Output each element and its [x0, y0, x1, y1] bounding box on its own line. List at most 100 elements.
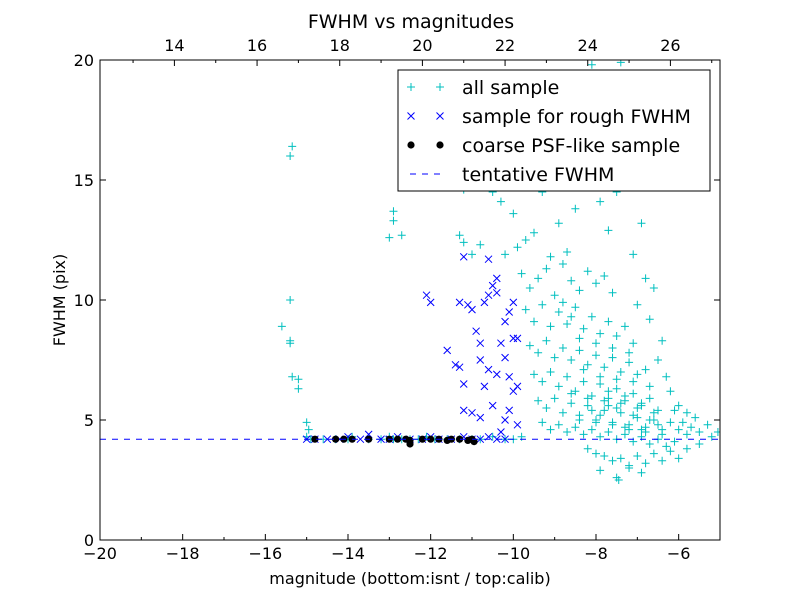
- point-all-sample-105: [616, 368, 625, 376]
- point-all-sample-96: [542, 336, 551, 345]
- top-x-tick-label: 22: [495, 36, 515, 55]
- point-all-sample-183: [695, 428, 704, 436]
- point-coarse-psf-like-sample-10: [418, 435, 426, 443]
- point-all-sample-202: [608, 344, 617, 352]
- point-all-sample-162: [608, 456, 617, 465]
- point-all-sample-159: [583, 444, 592, 453]
- point-sample-for-rough-fwhm-17: [476, 435, 485, 444]
- point-all-sample-114: [571, 387, 580, 396]
- top-x-tick-label: 24: [578, 36, 598, 55]
- point-sample-for-rough-fwhm-55: [513, 382, 522, 391]
- point-all-sample-218: [625, 425, 634, 434]
- point-all-sample-9: [302, 418, 311, 427]
- top-x-tick-label: 26: [660, 36, 680, 55]
- point-all-sample-147: [579, 430, 588, 439]
- point-all-sample-62: [629, 250, 638, 259]
- point-all-sample-149: [596, 432, 605, 441]
- point-coarse-psf-like-sample-9: [406, 436, 414, 444]
- legend-box: [397, 69, 711, 192]
- point-sample-for-rough-fwhm-56: [492, 370, 501, 379]
- point-all-sample-42: [476, 240, 485, 249]
- point-all-sample-131: [583, 401, 592, 410]
- point-all-sample-113: [563, 372, 572, 381]
- point-all-sample-214: [649, 408, 658, 417]
- point-all-sample-222: [620, 392, 629, 400]
- point-all-sample-224: [612, 404, 621, 412]
- point-sample-for-rough-fwhm-60: [492, 288, 501, 297]
- legend-swatch: [407, 83, 415, 91]
- y-tick-label: 15: [74, 171, 94, 190]
- point-all-sample-152: [620, 430, 629, 439]
- point-all-sample-6: [288, 372, 297, 381]
- point-all-sample-37: [397, 231, 406, 240]
- legend: all sample sample for rough FWHM coarse PS…: [397, 69, 711, 192]
- point-all-sample-185: [707, 432, 716, 441]
- point-all-sample-35: [389, 207, 398, 216]
- point-all-sample-86: [571, 303, 580, 312]
- point-sample-for-rough-fwhm-5: [356, 435, 365, 444]
- point-sample-for-rough-fwhm-36: [480, 382, 489, 391]
- point-all-sample-95: [534, 348, 543, 357]
- point-sample-for-rough-fwhm-57: [484, 291, 493, 300]
- point-all-sample-142: [538, 418, 547, 427]
- point-all-sample-100: [575, 346, 584, 355]
- x-tick-label: −18: [166, 544, 200, 563]
- point-all-sample-8: [294, 384, 303, 393]
- legend-label: sample for rough FWHM: [462, 106, 691, 128]
- point-all-sample-165: [633, 452, 642, 460]
- point-all-sample-158: [670, 437, 679, 446]
- point-all-sample-41: [468, 250, 476, 259]
- point-all-sample-143: [546, 425, 555, 434]
- point-all-sample-82: [538, 300, 547, 309]
- point-sample-for-rough-fwhm-25: [455, 298, 464, 307]
- point-all-sample-204: [579, 365, 588, 374]
- point-all-sample-44: [496, 197, 505, 206]
- point-all-sample-128: [558, 408, 567, 417]
- point-all-sample-30: [488, 432, 497, 441]
- y-tick-label: 5: [84, 411, 94, 430]
- point-all-sample-133: [600, 406, 609, 415]
- point-all-sample-5: [286, 152, 295, 160]
- top-x-tick-label: 20: [412, 36, 432, 55]
- point-all-sample-217: [608, 420, 617, 429]
- point-all-sample-181: [687, 423, 696, 432]
- point-all-sample-72: [550, 291, 559, 300]
- point-all-sample-157: [662, 442, 671, 451]
- point-sample-for-rough-fwhm-20: [501, 435, 509, 444]
- point-all-sample-172: [695, 440, 704, 448]
- point-all-sample-226: [645, 416, 654, 424]
- point-all-sample-220: [658, 430, 667, 439]
- point-all-sample-58: [596, 197, 605, 206]
- point-all-sample-178: [674, 425, 683, 434]
- point-all-sample-111: [546, 368, 555, 376]
- point-sample-for-rough-fwhm-49: [497, 428, 505, 436]
- point-all-sample-119: [612, 384, 621, 393]
- point-all-sample-212: [616, 399, 625, 408]
- point-all-sample-99: [567, 356, 576, 364]
- point-all-sample-144: [554, 420, 563, 429]
- point-sample-for-rough-fwhm-33: [480, 298, 489, 307]
- point-all-sample-53: [563, 248, 572, 256]
- point-all-sample-7: [294, 375, 303, 384]
- point-all-sample-110: [538, 377, 547, 386]
- legend-label: tentative FWHM: [462, 164, 614, 186]
- point-all-sample-36: [389, 216, 398, 225]
- x-tick-label: −20: [83, 544, 117, 563]
- point-all-sample-81: [530, 317, 538, 326]
- point-all-sample-176: [625, 464, 634, 472]
- point-all-sample-129: [567, 399, 576, 408]
- point-all-sample-94: [525, 341, 534, 350]
- point-all-sample-188: [674, 401, 683, 410]
- point-sample-for-rough-fwhm-22: [426, 298, 435, 307]
- point-all-sample-3: [286, 296, 295, 304]
- point-sample-for-rough-fwhm-34: [476, 356, 485, 364]
- point-all-sample-76: [583, 267, 592, 276]
- point-all-sample-167: [649, 449, 658, 458]
- point-all-sample-91: [612, 332, 621, 340]
- point-all-sample-184: [703, 420, 712, 429]
- point-all-sample-49: [530, 228, 538, 237]
- point-all-sample-141: [666, 418, 675, 427]
- point-all-sample-230: [596, 411, 605, 420]
- point-all-sample-160: [592, 449, 600, 458]
- legend-item-tentative-fwhm: tentative FWHM: [410, 164, 614, 186]
